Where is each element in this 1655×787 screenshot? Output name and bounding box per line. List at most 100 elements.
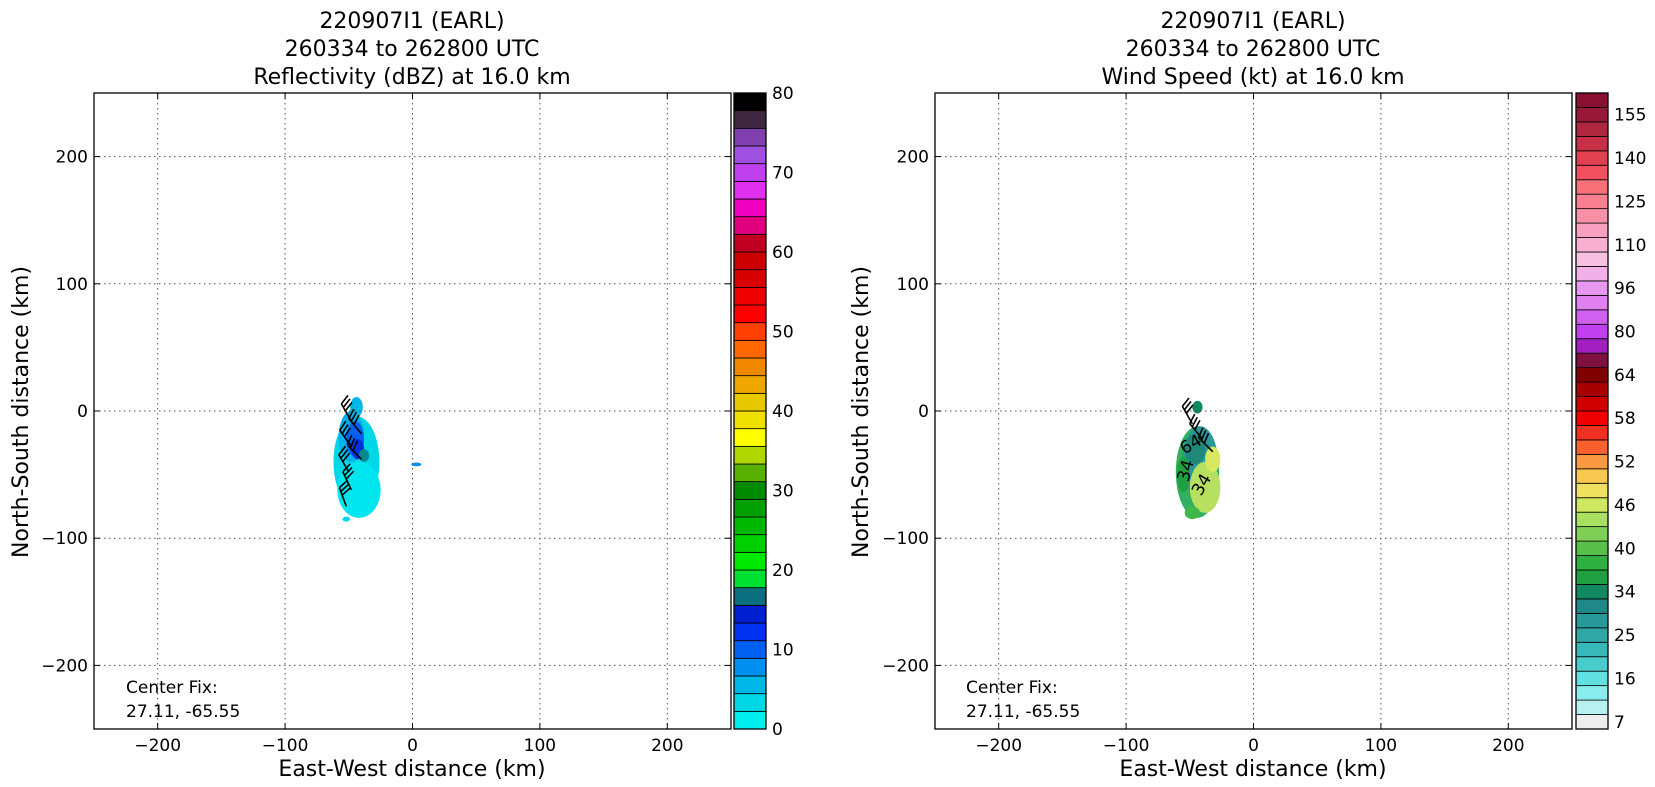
colorbar-segment <box>733 622 767 642</box>
y-tick-label: 100 <box>897 275 929 295</box>
colorbar-tick-label: 30 <box>772 482 794 502</box>
colorbar-segment <box>1575 135 1609 152</box>
colorbar-frame <box>733 92 767 730</box>
x-tick-label: 0 <box>1248 736 1259 756</box>
center-fix-value: 27.11, -65.55 <box>966 702 1080 722</box>
colorbar-segment <box>733 710 767 730</box>
colorbar-segment <box>733 569 767 589</box>
y-tick-label: 200 <box>56 148 88 168</box>
chart-title-line-1: 220907I1 (EARL) <box>319 9 504 34</box>
colorbar-segment <box>733 216 767 235</box>
colorbar-segment <box>733 657 767 677</box>
data-cell-blob <box>1192 400 1203 414</box>
colorbar-tick-label: 40 <box>1614 539 1636 559</box>
colorbar-segment <box>733 198 767 218</box>
colorbar-segment <box>1575 150 1609 166</box>
colorbar-segment <box>1575 280 1609 296</box>
colorbar-segment <box>1575 540 1609 556</box>
wind-barb <box>338 479 351 507</box>
x-axis-label: East-West distance (km) <box>1119 757 1386 782</box>
colorbar-segment <box>1575 237 1609 253</box>
colorbar-segment <box>733 145 767 165</box>
colorbar-tick-label: 50 <box>772 323 794 343</box>
colorbar-tick-label: 34 <box>1614 583 1636 603</box>
center-fix-label: Center Fix: <box>126 678 218 698</box>
colorbar-segment <box>733 286 767 306</box>
colorbar-segment <box>733 675 767 695</box>
y-axis-label: North-South distance (km) <box>849 266 874 558</box>
colorbar-tick-label: 70 <box>772 164 794 184</box>
colorbar-segment <box>1575 179 1609 195</box>
colorbar-segment <box>1575 410 1609 426</box>
colorbar-tick-label: 125 <box>1614 192 1646 212</box>
y-tick-label: 100 <box>56 275 88 295</box>
x-tick-label: −100 <box>262 736 309 756</box>
colorbar-segment <box>733 304 767 324</box>
x-tick-label: 200 <box>1492 736 1524 756</box>
chart-title-line-3: Wind Speed (kt) at 16.0 km <box>1101 65 1404 90</box>
colorbar-segment <box>1575 381 1609 397</box>
colorbar-segment <box>1575 453 1609 470</box>
colorbar-segment <box>1575 309 1609 325</box>
colorbar-segment <box>1575 92 1609 108</box>
colorbar-segment <box>1575 352 1609 369</box>
colorbar-tick-label: 60 <box>772 243 794 263</box>
colorbar-segment <box>1575 584 1609 600</box>
wind-speed-panel: 220907I1 (EARL) 260334 to 262800 UTC Win… <box>849 9 1646 782</box>
colorbar-segment <box>1575 555 1609 571</box>
x-tick-label: 0 <box>407 736 418 756</box>
colorbar-segment <box>733 251 767 271</box>
colorbar-segment <box>1575 323 1609 340</box>
y-tick-label: −200 <box>882 656 929 676</box>
data-cell-blob <box>1177 456 1190 493</box>
data-field <box>333 397 422 522</box>
colorbar-tick-label: 140 <box>1614 149 1646 169</box>
colorbar-tick-label: 46 <box>1614 496 1636 516</box>
colorbar-segment <box>733 640 767 659</box>
colorbar-tick-label: 64 <box>1614 366 1636 386</box>
colorbar-segment <box>1575 164 1609 181</box>
colorbar-frame <box>1575 92 1609 730</box>
colorbar-segment <box>733 551 767 571</box>
wind-barb <box>1197 427 1214 453</box>
colorbar-segment <box>1575 627 1609 643</box>
wind-barb <box>1188 413 1204 440</box>
colorbar-tick-label: 80 <box>1614 323 1636 343</box>
reflectivity-colorbar: 0 10 20 30 40 50 60 70 80 <box>733 84 794 740</box>
data-cell-blob <box>1205 446 1221 473</box>
colorbar-segment <box>733 322 767 341</box>
x-tick-label: −200 <box>975 736 1022 756</box>
y-axis-label: North-South distance (km) <box>9 266 34 558</box>
data-cell-blob <box>411 462 422 467</box>
data-field <box>1175 400 1221 520</box>
colorbar-segment <box>733 357 767 377</box>
colorbar-tick-label: 25 <box>1614 626 1636 646</box>
colorbar-segment <box>733 534 767 553</box>
colorbar-segment <box>733 269 767 288</box>
colorbar-segment <box>1575 193 1609 210</box>
colorbar-segment <box>1575 612 1609 629</box>
colorbar-segment <box>1575 208 1609 224</box>
colorbar-segment <box>1575 251 1609 267</box>
colorbar-segment <box>1575 425 1609 441</box>
data-cell-blob <box>1184 506 1200 520</box>
colorbar-segment <box>1575 656 1609 672</box>
colorbar-segment <box>1575 468 1609 484</box>
center-fix-value: 27.11, -65.55 <box>126 702 240 722</box>
colorbar-segment <box>733 604 767 624</box>
data-cell-blob <box>350 397 363 418</box>
colorbar-segment <box>1575 699 1609 715</box>
chart-title-line-3: Reflectivity (dBZ) at 16.0 km <box>253 65 570 90</box>
colorbar-segment <box>733 481 767 500</box>
colorbar-segment <box>733 163 767 182</box>
colorbar-segment <box>733 92 767 112</box>
chart-title-line-2: 260334 to 262800 UTC <box>285 37 540 62</box>
colorbar-segment <box>1575 121 1609 137</box>
colorbar-segment <box>733 339 767 359</box>
reflectivity-plot-area: −200 −100 0 100 200 −200 −100 0 100 200 <box>41 92 732 756</box>
x-tick-label: −200 <box>134 736 181 756</box>
colorbar-tick-label: 16 <box>1614 669 1636 689</box>
colorbar-segment <box>1575 641 1609 658</box>
colorbar-segment <box>1575 266 1609 282</box>
